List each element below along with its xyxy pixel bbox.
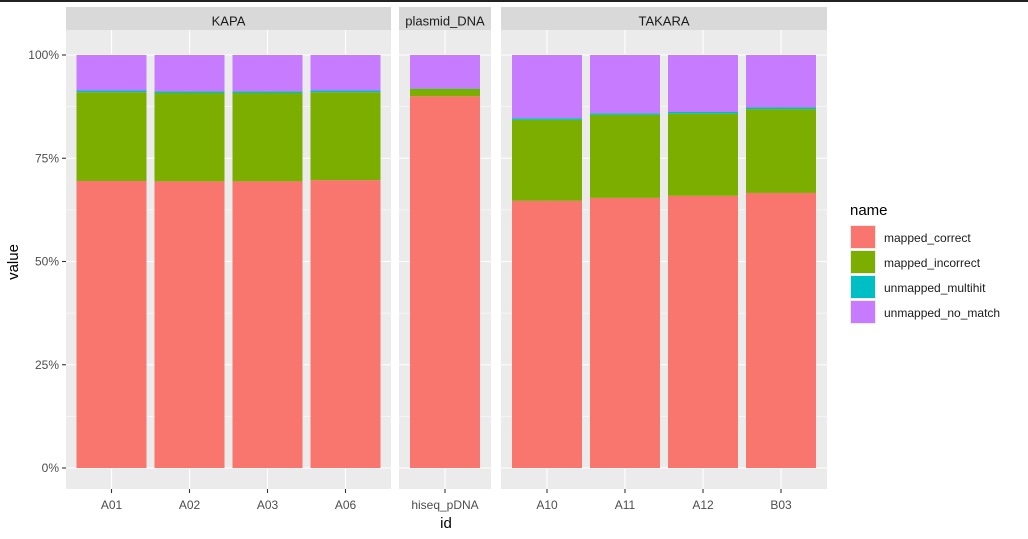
bar-kapa-a03-mapped-correct	[232, 181, 303, 469]
bar-kapa-a06-mapped-incorrect	[310, 92, 381, 181]
x-tick-label-a01: A01	[101, 498, 123, 512]
bar-kapa-a06-mapped-correct	[310, 180, 381, 468]
legend-label-unmapped-no-match: unmapped_no_match	[884, 306, 1000, 320]
facet-label-takara: TAKARA	[638, 14, 689, 29]
bar-takara-a12-unmapped-multihit	[668, 111, 738, 114]
bar-plasmid-dna-hiseq-pdna-mapped-incorrect	[410, 88, 480, 97]
x-axis-title: id	[440, 515, 452, 532]
legend-label-unmapped-multihit: unmapped_multihit	[884, 281, 986, 295]
bar-takara-a10-mapped-correct	[512, 200, 582, 468]
x-tick-label-hiseq-pdna: hiseq_pDNA	[411, 498, 478, 512]
y-axis-title: value	[5, 244, 22, 280]
x-tick-label-a06: A06	[335, 498, 357, 512]
facet-label-plasmid-dna: plasmid_DNA	[405, 14, 485, 29]
bar-takara-a11-mapped-correct	[590, 197, 660, 468]
bar-takara-b03-unmapped-no-match	[746, 55, 816, 108]
bar-takara-a11-unmapped-no-match	[590, 55, 660, 114]
bar-kapa-a01-unmapped-multihit	[76, 90, 147, 93]
facet-strip-plasmid-dna	[399, 7, 491, 34]
bar-takara-a12-mapped-correct	[668, 195, 738, 468]
bar-kapa-a01-unmapped-no-match	[76, 55, 147, 91]
bar-takara-a11-mapped-incorrect	[590, 114, 660, 198]
bar-kapa-a01-mapped-correct	[76, 180, 147, 468]
y-tick-label: 25%	[35, 358, 59, 372]
bar-takara-a12-unmapped-no-match	[668, 55, 738, 112]
legend-label-mapped-incorrect: mapped_incorrect	[884, 256, 981, 270]
bar-takara-a11-unmapped-multihit	[590, 113, 660, 115]
bar-kapa-a03-unmapped-no-match	[232, 55, 303, 92]
bar-takara-a10-unmapped-no-match	[512, 55, 582, 119]
legend-label-mapped-correct: mapped_correct	[884, 231, 971, 245]
bar-kapa-a06-unmapped-no-match	[310, 55, 381, 91]
legend-swatch-mapped-correct	[851, 226, 875, 248]
facet-strip-kapa	[66, 7, 391, 34]
x-tick-label-a02: A02	[179, 498, 201, 512]
top-border-line	[0, 0, 1028, 2]
y-tick-label: 0%	[42, 461, 60, 475]
x-tick-label-a03: A03	[257, 498, 279, 512]
bar-kapa-a02-unmapped-no-match	[154, 55, 225, 92]
bar-takara-a12-mapped-incorrect	[668, 113, 738, 196]
bar-kapa-a01-mapped-incorrect	[76, 92, 147, 181]
bar-takara-b03-unmapped-multihit	[746, 107, 816, 110]
bar-takara-a10-mapped-incorrect	[512, 119, 582, 201]
x-tick-label-b03: B03	[770, 498, 792, 512]
legend-title: name	[850, 202, 888, 219]
bar-takara-b03-mapped-incorrect	[746, 109, 816, 193]
facet-strip-takara	[501, 7, 827, 34]
legend-swatch-unmapped-multihit	[851, 276, 875, 298]
bar-kapa-a03-mapped-incorrect	[232, 92, 303, 182]
x-tick-label-a12: A12	[692, 498, 714, 512]
y-tick-label: 100%	[28, 48, 59, 62]
bar-kapa-a03-unmapped-multihit	[232, 91, 303, 93]
y-tick-label: 75%	[35, 151, 59, 165]
bar-kapa-a06-unmapped-multihit	[310, 90, 381, 93]
x-tick-label-a10: A10	[536, 498, 558, 512]
bar-plasmid-dna-hiseq-pdna-unmapped-no-match	[410, 55, 480, 89]
bar-kapa-a02-unmapped-multihit	[154, 91, 225, 93]
bar-kapa-a02-mapped-correct	[154, 181, 225, 469]
facet-label-kapa: KAPA	[212, 14, 246, 29]
legend-swatch-mapped-incorrect	[851, 251, 875, 273]
bar-plasmid-dna-hiseq-pdna-mapped-correct	[410, 96, 480, 469]
bar-kapa-a02-mapped-incorrect	[154, 92, 225, 182]
bar-takara-a10-unmapped-multihit	[512, 118, 582, 120]
legend-swatch-unmapped-no-match	[851, 301, 875, 323]
x-tick-label-a11: A11	[615, 498, 636, 512]
bar-takara-b03-mapped-correct	[746, 192, 816, 468]
y-tick-label: 50%	[35, 255, 59, 269]
